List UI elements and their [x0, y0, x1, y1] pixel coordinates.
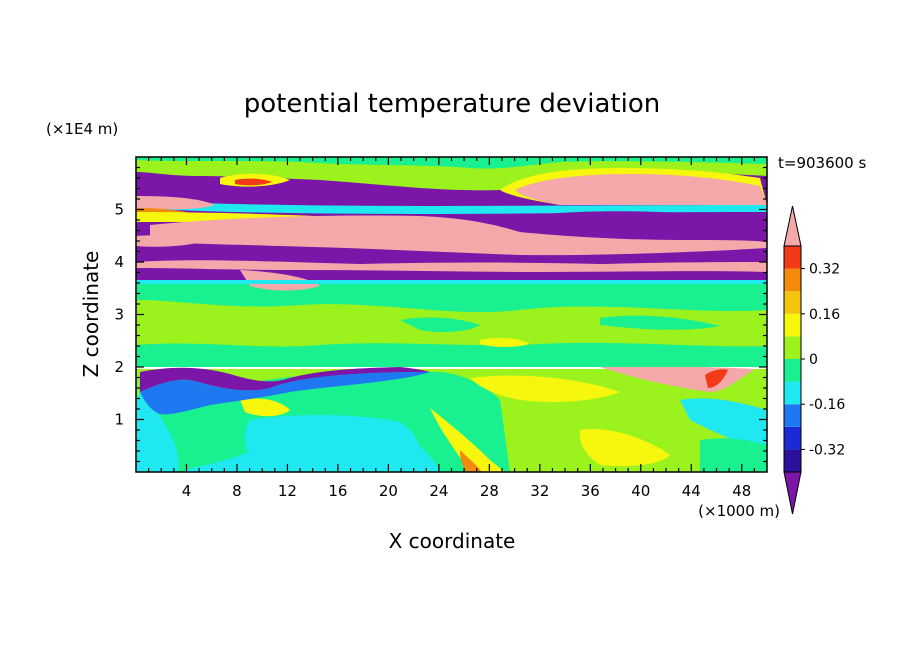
field-mid-green-2: [136, 342, 767, 367]
x-tick-label: 36: [581, 482, 600, 500]
x-axis-ticks: 4 8 12 16 20 24 28 32 36 40 44 48: [148, 157, 755, 500]
y-tick-label: 5: [114, 201, 124, 219]
colorbar-segment: [784, 291, 801, 314]
y-tick-label: 3: [114, 306, 124, 324]
field-warm-lens-upper: [515, 174, 767, 205]
field-dark-band-2: [140, 367, 430, 392]
colorbar-top-triangle: [783, 205, 802, 247]
y-unit-label: (×1E4 m): [46, 120, 118, 138]
field-mid-green-4: [600, 315, 720, 330]
x-tick-label: 24: [429, 482, 448, 500]
colorbar: 0.32 0.16 0 -0.16 -0.32: [783, 205, 845, 515]
field-top-strip: [136, 157, 767, 191]
field-top-red: [235, 178, 272, 186]
x-unit-label: (×1000 m): [698, 502, 780, 520]
chart-title: potential temperature deviation: [244, 89, 660, 119]
x-tick-label: 4: [182, 482, 192, 500]
x-tick-label: 40: [631, 482, 650, 500]
time-label: t=903600 s: [778, 154, 866, 172]
field-warm-plume-y: [430, 408, 505, 472]
colorbar-label: 0: [809, 352, 818, 368]
y-tick-label: 1: [114, 411, 124, 429]
y-axis-label: Z coordinate: [79, 251, 103, 378]
x-tick-label: 8: [232, 482, 242, 500]
contour-field: [136, 157, 767, 472]
field-purple-lens-mid: [500, 211, 767, 240]
field-blue-band-2: [140, 372, 430, 415]
colorbar-segment: [784, 381, 801, 405]
field-cyan-line-low: [136, 280, 767, 284]
field-pink-left-a: [136, 196, 215, 210]
field-divider: [136, 200, 767, 214]
field-cyan-right: [680, 398, 767, 450]
y-axis-ticks: 1 2 3 4 5: [114, 166, 767, 463]
colorbar-segment: [784, 313, 801, 337]
colorbar-segment: [784, 426, 801, 450]
field-mid-green-3: [400, 317, 480, 333]
field-yellow-right: [579, 429, 670, 467]
field-pink-lens-mid: [150, 215, 767, 256]
colorbar-segment: [784, 246, 801, 269]
y-tick-label: 4: [114, 253, 124, 271]
field-warm-plume-o: [460, 450, 482, 472]
field-yellow-mid: [470, 375, 620, 403]
colorbar-segment: [784, 336, 801, 359]
field-pink-left-b: [136, 235, 210, 247]
field-pink-band-low: [136, 260, 767, 272]
x-axis-label: X coordinate: [389, 529, 516, 553]
colorbar-label: -0.16: [809, 397, 845, 413]
x-tick-label: 48: [732, 482, 751, 500]
field-mid-yellow: [480, 337, 530, 347]
x-tick-label: 32: [530, 482, 549, 500]
field-red-lens-low: [705, 369, 728, 388]
y-tick-label: 2: [114, 358, 124, 376]
field-cool-patch: [244, 414, 422, 472]
field-green-right: [700, 438, 767, 472]
field-top-green: [136, 157, 767, 169]
colorbar-segment: [784, 449, 801, 472]
field-yellow-left: [240, 398, 290, 417]
x-tick-label: 28: [480, 482, 499, 500]
colorbar-segment: [784, 404, 801, 427]
x-tick-label: 44: [682, 482, 701, 500]
colorbar-segment: [784, 359, 801, 382]
field-mid-green-1: [136, 284, 767, 313]
colorbar-label: -0.32: [809, 442, 845, 458]
colorbar-label: 0.16: [809, 307, 840, 323]
x-tick-label: 16: [328, 482, 347, 500]
field-left-cyan: [136, 395, 179, 472]
colorbar-label: 0.32: [809, 262, 840, 278]
colorbar-segment: [784, 268, 801, 292]
colorbar-bottom-triangle: [783, 471, 802, 515]
x-tick-label: 12: [278, 482, 297, 500]
x-tick-label: 20: [379, 482, 398, 500]
